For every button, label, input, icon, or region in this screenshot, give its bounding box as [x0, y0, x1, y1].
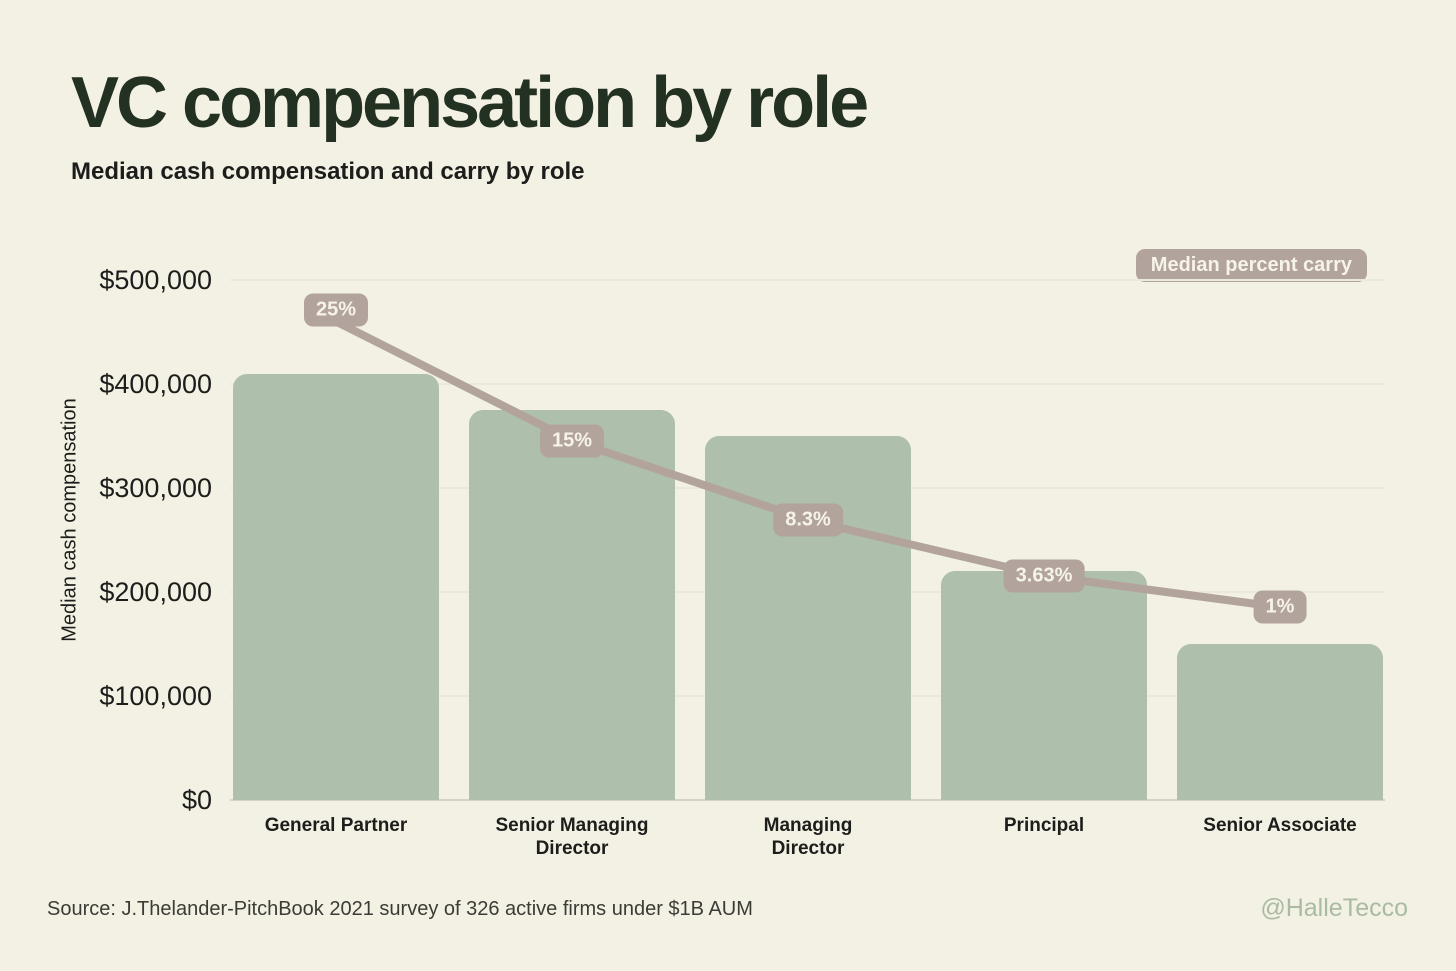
- x-axis-label-line: Senior Associate: [1203, 815, 1357, 836]
- gridline-500000: [230, 279, 1385, 281]
- y-tick-label: $400,000: [99, 369, 212, 399]
- y-tick-label: $100,000: [99, 681, 212, 711]
- carry-point-label-managing-director: 8.3%: [773, 503, 843, 537]
- x-axis-label-line: Principal: [1003, 815, 1085, 836]
- x-axis-label-line: Senior Managing: [495, 815, 649, 836]
- y-tick-label: $200,000: [99, 577, 212, 607]
- carry-point-label-principal: 3.63%: [1003, 559, 1085, 593]
- y-tick-label: $0: [181, 785, 212, 815]
- x-axis-label-principal: Principal: [941, 814, 1147, 837]
- carry-point-label-general-partner: 25%: [303, 293, 369, 326]
- bar-senior-associate: [1177, 644, 1383, 800]
- bar-principal: [941, 571, 1147, 800]
- x-axis-label-senior-managing-director: Senior Managing Director: [469, 814, 675, 860]
- carry-point-label-senior-managing-director: 15%: [539, 424, 605, 457]
- y-tick-label: $300,000: [99, 473, 212, 503]
- carry-point-label-senior-associate: 1%: [1253, 590, 1307, 624]
- x-axis-label-line: Managing: [763, 815, 853, 836]
- x-axis-label-line: Director: [535, 838, 609, 859]
- chart-subtitle: Median cash compensation and carry by ro…: [71, 158, 585, 185]
- source-note: Source: J.Thelander-PitchBook 2021 surve…: [47, 898, 753, 920]
- x-axis-baseline: [230, 799, 1385, 801]
- legend-median-percent-carry: Median percent carry: [1135, 249, 1367, 282]
- x-axis-label-senior-associate: Senior Associate: [1177, 814, 1383, 837]
- y-tick-label: $500,000: [99, 265, 212, 295]
- x-axis-label-general-partner: General Partner: [233, 814, 439, 837]
- chart-title: VC compensation by role: [71, 63, 869, 143]
- watermark-handle: @HalleTecco: [1260, 894, 1408, 922]
- x-axis-label-line: Director: [771, 838, 845, 859]
- bar-senior-managing-director: [469, 410, 675, 800]
- bar-general-partner: [233, 373, 439, 800]
- x-axis-label-line: General Partner: [264, 815, 408, 836]
- x-axis-label-managing-director: Managing Director: [705, 814, 911, 860]
- bar-managing-director: [705, 436, 911, 800]
